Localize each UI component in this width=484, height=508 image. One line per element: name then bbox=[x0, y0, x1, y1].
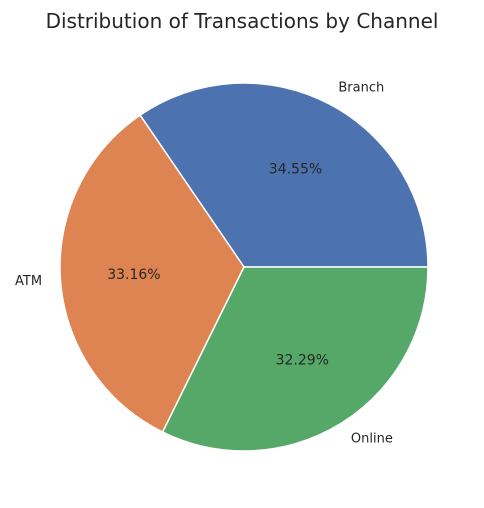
slice-label-online: Online bbox=[351, 431, 393, 446]
slice-label-atm: ATM bbox=[15, 274, 42, 289]
pct-label-atm: 33.16% bbox=[107, 267, 160, 283]
pie-slice-online bbox=[161, 266, 429, 452]
pct-label-online: 32.29% bbox=[276, 353, 329, 369]
chart-title: Distribution of Transactions by Channel bbox=[46, 9, 439, 33]
pie-slice-branch bbox=[139, 82, 429, 268]
pct-label-branch: 34.55% bbox=[269, 161, 322, 177]
slice-label-branch: Branch bbox=[338, 81, 384, 96]
pie-slices bbox=[59, 82, 429, 452]
pie-labels: Branch 34.55% ATM 33.16% Online 32.29% bbox=[15, 81, 393, 447]
pie-slice-atm bbox=[59, 114, 245, 433]
